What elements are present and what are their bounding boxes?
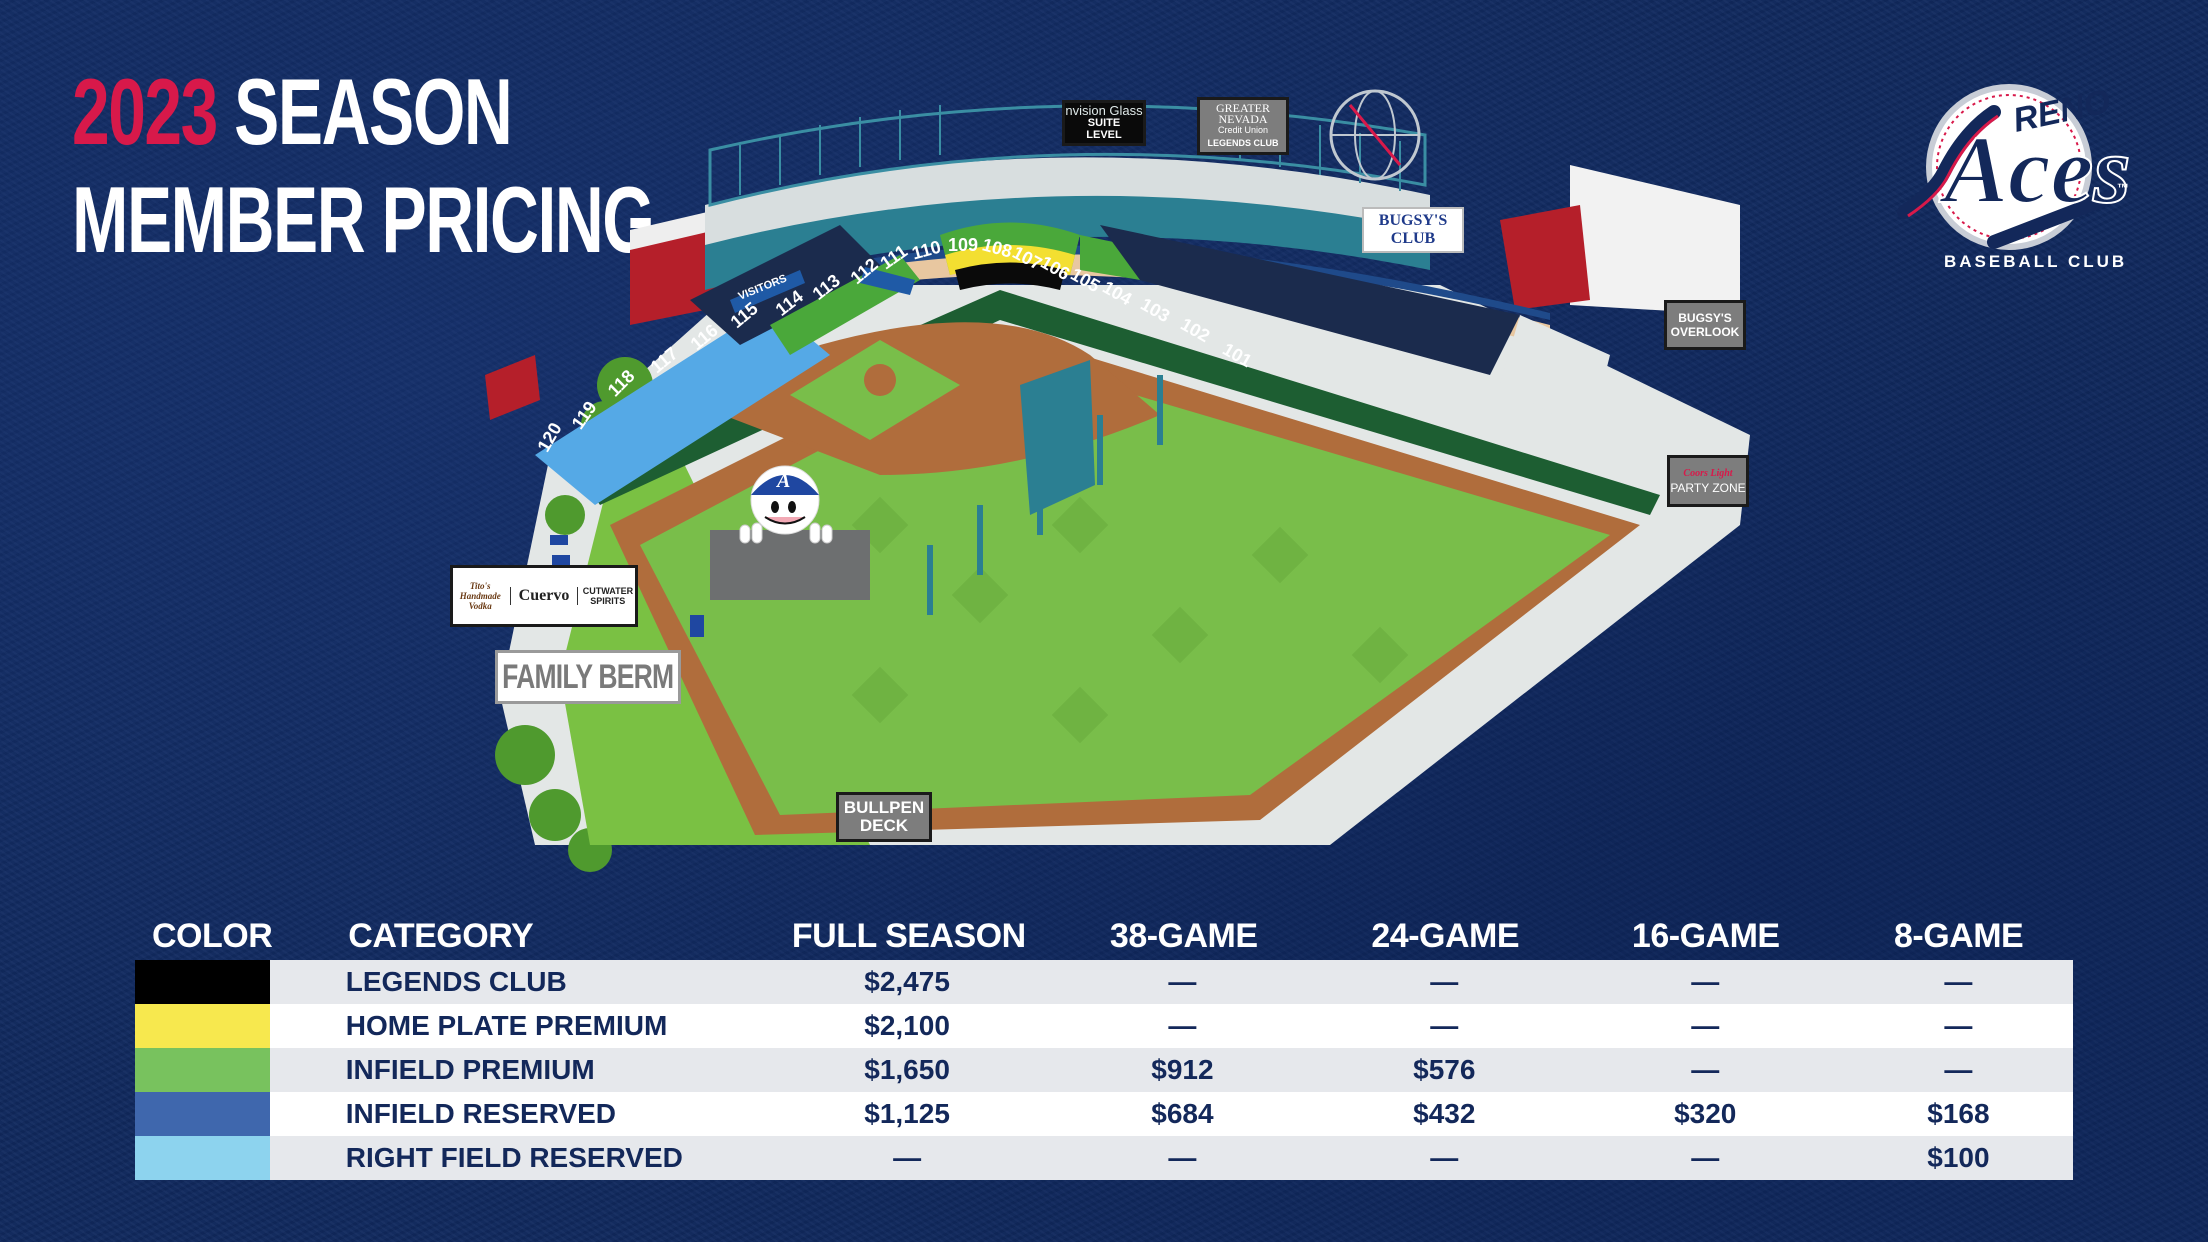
price-8-game: —: [1944, 1010, 1973, 1041]
title-line-2: MEMBER PRICING: [72, 167, 655, 272]
price-24-game: —: [1430, 966, 1459, 997]
baseball-logo-icon: RENO Aces ™ BASEBALL CLUB: [1897, 82, 2132, 271]
title-year: 2023: [72, 59, 218, 164]
svg-text:BASEBALL CLUB: BASEBALL CLUB: [1944, 252, 2127, 271]
header-category: CATEGORY: [348, 916, 534, 955]
coors-light-brand: Coors Light: [1683, 468, 1733, 479]
table-row-home-plate-premium: HOME PLATE PREMIUM $2,100 — — — —: [135, 1004, 2073, 1048]
header-16-game: 16-GAME: [1631, 916, 1780, 955]
stadium-seating-map: VISITORS A 120 119 1: [440, 55, 1770, 875]
page-title: 2023 SEASON MEMBER PRICING: [72, 58, 655, 274]
pricing-table: COLOR CATEGORY FULL SEASON 38-GAME 24-GA…: [135, 912, 2073, 1180]
titos-logo: Tito's Handmade Vodka: [459, 581, 501, 611]
price-38-game: —: [1168, 1142, 1197, 1173]
header-24-game: 24-GAME: [1371, 916, 1520, 955]
price-8-game: —: [1944, 966, 1973, 997]
color-swatch: [135, 960, 270, 1004]
section-119[interactable]: 119: [567, 397, 601, 433]
category-cell: INFIELD RESERVED: [345, 1098, 616, 1129]
stadium-illustration: VISITORS A: [485, 89, 1750, 872]
category-cell: INFIELD PREMIUM: [345, 1054, 595, 1085]
header-8-game: 8-GAME: [1893, 916, 2024, 955]
section-105[interactable]: 105: [1067, 263, 1104, 297]
color-swatch: [135, 1092, 270, 1136]
price-full-season: $1,650: [864, 1054, 950, 1085]
category-cell: RIGHT FIELD RESERVED: [345, 1142, 683, 1173]
table-row-right-field-reserved: RIGHT FIELD RESERVED — — — — $100: [135, 1136, 2073, 1180]
price-38-game: —: [1168, 1010, 1197, 1041]
title-line-1: 2023 SEASON: [72, 58, 653, 166]
legends-club-callout[interactable]: GREATER NEVADA Credit Union LEGENDS CLUB: [1197, 97, 1289, 155]
section-101[interactable]: 101: [1219, 338, 1256, 372]
bullpen-deck-callout[interactable]: BULLPEN DECK: [836, 792, 932, 842]
section-103[interactable]: 103: [1137, 293, 1174, 327]
bugsys-overlook-callout[interactable]: BUGSY'S OVERLOOK: [1664, 300, 1746, 350]
price-8-game: $100: [1927, 1142, 1990, 1173]
suite-level-callout[interactable]: nvision Glass SUITE LEVEL: [1062, 100, 1146, 146]
bugsys-club-callout[interactable]: BUGSY'S CLUB: [1362, 207, 1464, 253]
section-117[interactable]: 117: [646, 343, 682, 378]
price-16-game: —: [1691, 1142, 1720, 1173]
table-header: COLOR CATEGORY FULL SEASON 38-GAME 24-GA…: [135, 912, 2073, 960]
cutwater-logo: CUTWATER SPIRITS: [582, 586, 634, 606]
color-swatch: [135, 1136, 270, 1180]
price-8-game: $168: [1927, 1098, 1990, 1129]
price-24-game: $432: [1413, 1098, 1476, 1129]
price-16-game: —: [1691, 966, 1720, 997]
mascot-icon: A: [739, 465, 833, 544]
price-16-game: —: [1691, 1010, 1720, 1041]
section-labels: 120 119 118 117 116 115 114 113 112 111 …: [440, 55, 1770, 875]
party-zone-callout[interactable]: Coors Light PARTY ZONE: [1667, 455, 1749, 507]
nvision-glass-brand: nvision Glass: [1065, 103, 1143, 118]
table-row-infield-premium: INFIELD PREMIUM $1,650 $912 $576 — —: [135, 1048, 2073, 1092]
svg-text:Aces: Aces: [1939, 116, 2131, 223]
section-102[interactable]: 102: [1177, 313, 1214, 347]
section-110[interactable]: 110: [909, 236, 944, 264]
section-118[interactable]: 118: [603, 365, 639, 401]
svg-text:A: A: [775, 470, 790, 492]
price-full-season: $2,475: [864, 966, 950, 997]
section-116[interactable]: 116: [686, 320, 722, 355]
price-16-game: —: [1691, 1054, 1720, 1085]
price-38-game: —: [1168, 966, 1197, 997]
category-cell: HOME PLATE PREMIUM: [345, 1010, 668, 1041]
section-115[interactable]: 115: [726, 298, 762, 333]
section-112[interactable]: 112: [846, 254, 882, 289]
section-104[interactable]: 104: [1099, 276, 1136, 310]
section-120[interactable]: 120: [533, 419, 566, 456]
category-cell: LEGENDS CLUB: [345, 966, 567, 997]
color-swatch: [135, 1004, 270, 1048]
reno-aces-logo: RENO Aces ™ BASEBALL CLUB: [1874, 72, 2144, 272]
price-38-game: $684: [1151, 1098, 1214, 1129]
price-full-season: $1,125: [864, 1098, 950, 1129]
svg-text:™: ™: [2117, 181, 2129, 195]
family-berm-callout[interactable]: FAMILY BERM: [495, 650, 681, 704]
header-color: COLOR: [152, 916, 273, 955]
price-full-season: $2,100: [864, 1010, 950, 1041]
header-38-game: 38-GAME: [1109, 916, 1258, 955]
section-113[interactable]: 113: [808, 270, 844, 304]
price-38-game: $912: [1151, 1054, 1214, 1085]
header-full-season: FULL SEASON: [791, 916, 1026, 955]
price-24-game: —: [1430, 1142, 1459, 1173]
cuervo-logo: Cuervo: [509, 587, 579, 605]
table-row-legends-club: LEGENDS CLUB $2,475 — — — —: [135, 960, 2073, 1004]
price-24-game: —: [1430, 1010, 1459, 1041]
section-114[interactable]: 114: [771, 286, 807, 320]
sponsors-callout: Tito's Handmade Vodka Cuervo CUTWATER SP…: [450, 565, 638, 627]
price-8-game: —: [1944, 1054, 1973, 1085]
price-16-game: $320: [1674, 1098, 1737, 1129]
title-season: SEASON: [234, 59, 513, 164]
table-row-infield-reserved: INFIELD RESERVED $1,125 $684 $432 $320 $…: [135, 1092, 2073, 1136]
price-24-game: $576: [1413, 1054, 1476, 1085]
section-109[interactable]: 109: [948, 235, 979, 255]
price-full-season: —: [893, 1142, 922, 1173]
color-swatch: [135, 1048, 270, 1092]
